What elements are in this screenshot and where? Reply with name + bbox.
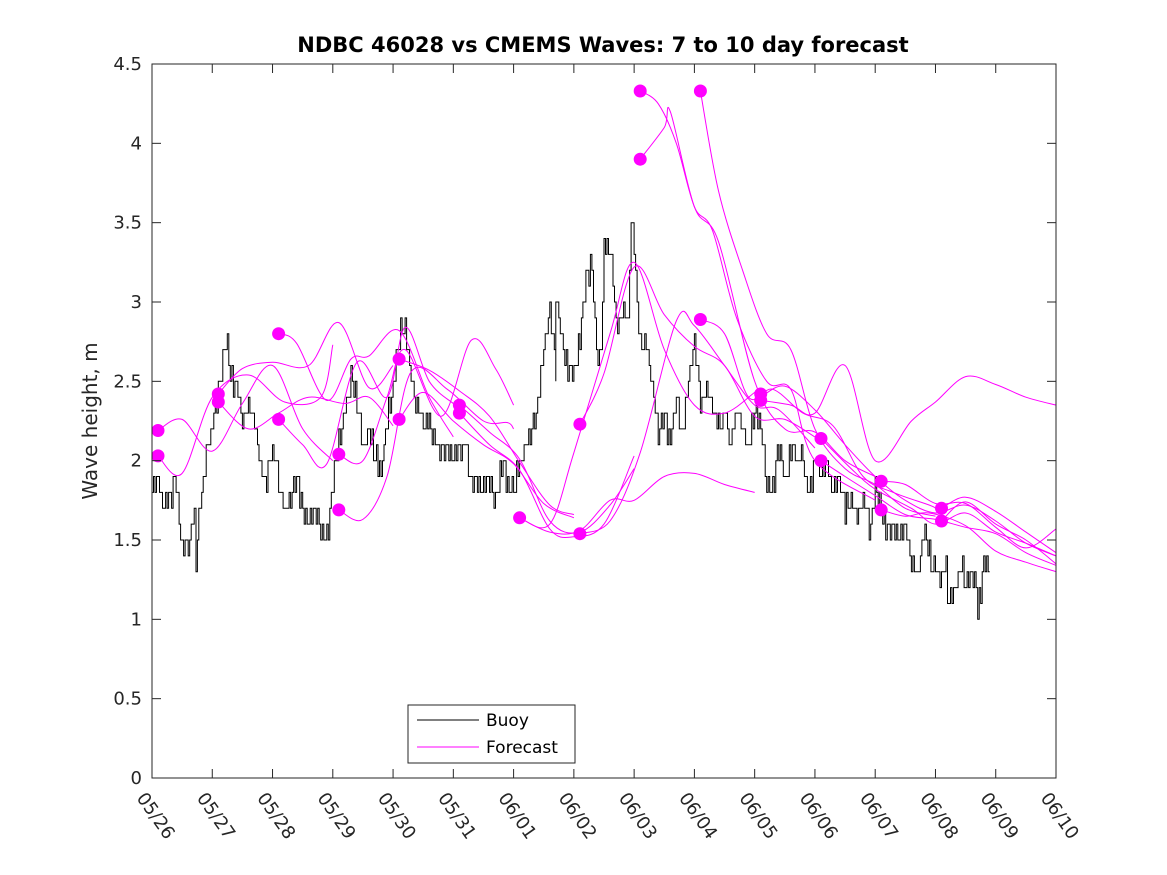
- y-tick-label: 2.5: [113, 371, 142, 392]
- forecast-marker-1: [151, 424, 165, 437]
- forecast-line-23: [820, 438, 1057, 557]
- forecast-marker-10: [392, 412, 406, 426]
- y-tick-label: 4.5: [113, 54, 142, 75]
- forecast-marker-18: [693, 84, 707, 98]
- y-tick-label: 3: [131, 292, 142, 313]
- y-tick-label: 1.5: [113, 530, 142, 551]
- legend: Buoy Forecast: [407, 704, 576, 764]
- buoy-line: [152, 222, 990, 620]
- y-tick-label: 4: [131, 133, 142, 154]
- forecast-marker-9: [392, 352, 406, 366]
- forecast-line-26: [881, 509, 1057, 573]
- forecast-line-21: [760, 385, 1057, 557]
- forecast-marker-22: [814, 432, 828, 445]
- forecast-marker-26: [935, 501, 948, 515]
- plot-area: [152, 64, 1056, 778]
- y-axis-label: Wave height, m: [78, 342, 102, 499]
- forecast-marker-8: [332, 503, 346, 517]
- forecast-line-1: [157, 364, 334, 462]
- forecast-line-7: [338, 338, 515, 465]
- chart-title: NDBC 46028 vs CMEMS Waves: 7 to 10 day f…: [297, 33, 908, 57]
- y-tick-label: 2: [131, 451, 142, 472]
- forecast-marker-25: [874, 503, 888, 517]
- data-layer: [151, 84, 1057, 620]
- forecast-marker-5: [272, 327, 286, 341]
- forecast-marker-17: [633, 152, 647, 166]
- forecast-marker-12: [452, 406, 466, 420]
- forecast-marker-19: [693, 313, 707, 326]
- forecast-marker-23: [814, 454, 828, 468]
- forecast-line-15: [579, 265, 816, 438]
- forecast-line-11: [459, 404, 635, 534]
- forecast-marker-13: [513, 511, 527, 525]
- legend-box: [407, 704, 576, 764]
- forecast-line-17: [639, 90, 876, 501]
- forecast-marker-2: [151, 449, 165, 463]
- forecast-marker-14: [573, 417, 587, 431]
- forecast-line-2: [157, 344, 334, 477]
- legend-label-buoy: Buoy: [486, 711, 529, 731]
- forecast-marker-7: [332, 447, 346, 461]
- forecast-line-27: [941, 496, 1057, 554]
- forecast-line-20: [700, 319, 936, 509]
- forecast-marker-6: [272, 412, 286, 426]
- forecast-line-12: [459, 412, 635, 539]
- forecast-line-22: [760, 364, 1057, 463]
- forecast-line-3: [217, 322, 394, 395]
- forecast-line-14: [519, 261, 755, 529]
- y-tick-label: 3.5: [113, 213, 142, 234]
- forecast-line-19: [699, 90, 936, 517]
- forecast-marker-16: [633, 84, 647, 98]
- forecast-marker-4: [211, 395, 225, 409]
- y-tick-label: 0.5: [113, 689, 142, 710]
- forecast-line-9: [398, 358, 575, 516]
- forecast-line-13: [519, 472, 755, 535]
- forecast-marker-21: [754, 393, 768, 407]
- forecast-line-10: [398, 391, 575, 519]
- forecast-line-4: [217, 395, 394, 430]
- legend-label-forecast: Forecast: [486, 738, 558, 758]
- forecast-line-16: [579, 310, 816, 535]
- forecast-line-6: [278, 326, 454, 469]
- y-tick-label: 0: [131, 768, 142, 789]
- forecast-marker-27: [935, 514, 948, 528]
- forecast-line-5: [278, 329, 454, 438]
- y-tick-label: 1: [131, 609, 142, 630]
- forecast-line-28: [941, 501, 1057, 565]
- forecast-line-8: [338, 366, 515, 522]
- forecast-marker-24: [874, 474, 888, 488]
- plot-box: [151, 63, 1057, 779]
- forecast-line-25: [881, 480, 1057, 549]
- forecast-marker-15: [573, 527, 587, 541]
